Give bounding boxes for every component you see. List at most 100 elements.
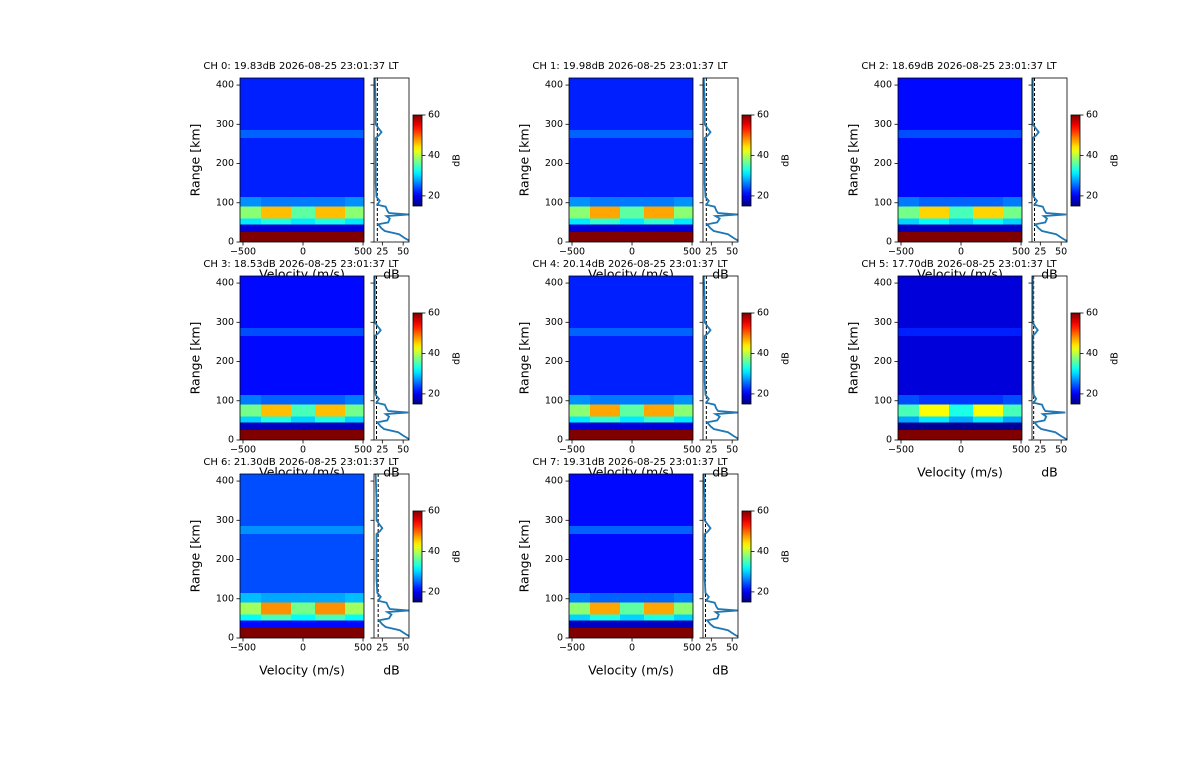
profile-x-tick-label: 50 (397, 643, 409, 654)
colorbar-label: dB (1110, 154, 1121, 167)
heatmap-cell (345, 196, 364, 207)
colorbar-label: dB (452, 550, 463, 563)
heatmap-cell (620, 328, 645, 337)
y-tick-label: 300 (216, 317, 234, 328)
y-tick-label: 300 (874, 317, 892, 328)
x-tick-label: 500 (1012, 445, 1030, 456)
heatmap-cell (291, 430, 316, 440)
heatmap-cell (240, 620, 262, 629)
heatmap-cell (919, 328, 950, 337)
heatmap-cell (569, 474, 591, 527)
heatmap-cell (569, 394, 591, 405)
heatmap-cell (919, 336, 950, 395)
heatmap-cell (261, 526, 292, 535)
colorbar-tick-label: 60 (428, 110, 440, 121)
heatmap-cell (898, 130, 920, 139)
heatmap-cell (240, 130, 262, 139)
y-tick-label: 400 (545, 80, 563, 91)
colorbar-tick-label: 60 (1086, 110, 1098, 121)
profile-x-tick-label: 50 (397, 445, 409, 456)
heatmap-cell (261, 138, 292, 197)
y-tick-label: 400 (216, 80, 234, 91)
heatmap-cell (315, 206, 346, 219)
profile-line (374, 78, 409, 242)
heatmap-cell (345, 218, 364, 225)
x-tick-label: −500 (230, 643, 256, 654)
colorbar-tick-label: 20 (428, 586, 440, 597)
colorbar-tick-label: 60 (428, 506, 440, 517)
heatmap-cell (674, 430, 693, 440)
heatmap-cell (973, 422, 1004, 431)
colorbar-label: dB (1110, 352, 1121, 365)
heatmap-cell (620, 430, 645, 440)
heatmap-cell (590, 130, 621, 139)
heatmap-cell (620, 416, 645, 423)
heatmap-cell (674, 276, 693, 329)
heatmap-cell (674, 602, 693, 615)
heatmap-cell (261, 430, 292, 440)
heatmap-cell (919, 430, 950, 440)
y-tick-label: 200 (545, 158, 563, 169)
heatmap-cell (261, 328, 292, 337)
profile-x-tick-label: 25 (376, 445, 388, 456)
colorbar-tick-label: 20 (757, 388, 769, 399)
heatmap-cell (569, 196, 591, 207)
heatmap-cell (919, 206, 950, 219)
heatmap-cell (315, 394, 346, 405)
profile-line (1032, 276, 1067, 440)
heatmap-cell (345, 416, 364, 423)
heatmap-cell (949, 218, 974, 225)
heatmap-cell (973, 276, 1004, 329)
heatmap-cell (1003, 404, 1022, 417)
colorbar-tick-label: 40 (428, 150, 440, 161)
heatmap-cell (590, 614, 621, 621)
profile-x-tick-label: 50 (726, 445, 738, 456)
heatmap-cell (949, 336, 974, 395)
heatmap-cell (345, 628, 364, 638)
heatmap-cell (644, 620, 675, 629)
profile-line (1032, 78, 1067, 242)
heatmap-cell (973, 394, 1004, 405)
panel-title: CH 3: 18.53dB 2026-08-25 23:01:37 LT (203, 259, 399, 270)
x-axis-label: Velocity (m/s) (588, 663, 674, 678)
heatmap-cell (291, 628, 316, 638)
heatmap-cell (590, 196, 621, 207)
heatmap-cell (345, 592, 364, 603)
heatmap-cell (674, 620, 693, 629)
heatmap-cell (973, 404, 1004, 417)
y-tick-label: 200 (545, 554, 563, 565)
colorbar-tick-label: 20 (757, 586, 769, 597)
profile-x-label: dB (712, 267, 729, 282)
heatmap-cell (620, 196, 645, 207)
heatmap-cell (949, 430, 974, 440)
heatmap-cell (898, 218, 920, 225)
x-tick-label: −500 (888, 445, 914, 456)
heatmap-cell (949, 206, 974, 219)
x-tick-label: 500 (683, 445, 701, 456)
heatmap-cell (590, 416, 621, 423)
heatmap-cell (919, 130, 950, 139)
colorbar-tick-label: 20 (428, 388, 440, 399)
x-axis-label: Velocity (m/s) (917, 465, 1003, 480)
heatmap-cell (240, 430, 262, 440)
heatmap-cell (569, 534, 591, 593)
heatmap-cell (674, 138, 693, 197)
heatmap-cell (345, 328, 364, 337)
y-tick-label: 100 (216, 593, 234, 604)
heatmap-cell (620, 138, 645, 197)
heatmap-cell (590, 474, 621, 527)
heatmap-cell (898, 206, 920, 219)
heatmap-cell (291, 276, 316, 329)
heatmap-cell (644, 138, 675, 197)
heatmap-cell (1003, 196, 1022, 207)
heatmap-cell (569, 592, 591, 603)
heatmap-cell (1003, 276, 1022, 329)
heatmap-cell (345, 276, 364, 329)
colorbar (741, 114, 752, 207)
colorbar-tick-label: 40 (428, 546, 440, 557)
heatmap-cell (569, 602, 591, 615)
heatmap-cell (620, 602, 645, 615)
heatmap-cell (620, 404, 645, 417)
heatmap-cell (315, 232, 346, 242)
x-tick-label: 500 (1012, 247, 1030, 258)
